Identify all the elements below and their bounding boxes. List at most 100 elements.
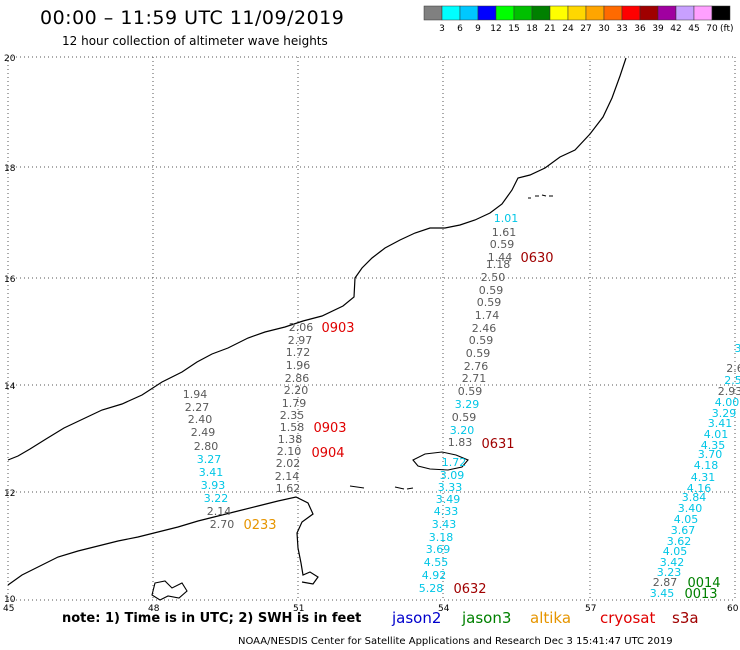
swh-reading: 3.33 bbox=[438, 481, 463, 494]
legend-swatch bbox=[531, 5, 551, 21]
swh-reading: 1.58 bbox=[280, 421, 305, 434]
swh-reading: 4.05 bbox=[674, 513, 699, 526]
swh-reading: 1.01 bbox=[494, 212, 519, 225]
legend-label: 36 bbox=[634, 24, 646, 34]
swh-reading: 1.38 bbox=[278, 433, 303, 446]
pass-time-label: 0630 bbox=[520, 251, 553, 266]
swh-reading: 2.20 bbox=[284, 384, 309, 397]
legend-swatch bbox=[513, 5, 533, 21]
pass-time-label: 0904 bbox=[311, 446, 344, 461]
swh-reading: 1.96 bbox=[286, 359, 311, 372]
swh-reading: 0.59 bbox=[477, 296, 502, 309]
lat-label: 10 bbox=[4, 595, 16, 605]
legend-label: 15 bbox=[508, 24, 519, 34]
legend-unit: (ft) bbox=[720, 24, 734, 34]
swh-reading: 2.02 bbox=[276, 457, 301, 470]
mission-label-cryosat: cryosat bbox=[600, 609, 656, 627]
legend-swatch bbox=[477, 5, 497, 21]
lat-label: 14 bbox=[4, 382, 16, 392]
pass-time-label: 0013 bbox=[684, 587, 717, 602]
lon-label: 54 bbox=[438, 604, 450, 614]
lon-label: 57 bbox=[585, 604, 596, 614]
mission-label-altika: altika bbox=[530, 609, 572, 627]
swh-reading: 4.18 bbox=[694, 459, 719, 472]
socotra-island bbox=[412, 451, 469, 471]
swh-reading: 0.59 bbox=[452, 411, 477, 424]
latitude-labels: 20 18 16 14 12 10 bbox=[4, 54, 16, 605]
legend-label: 70 bbox=[706, 24, 718, 34]
legend-swatch bbox=[675, 5, 695, 21]
swh-reading: 0.59 bbox=[458, 385, 483, 398]
swh-reading: 2.76 bbox=[464, 360, 489, 373]
swh-reading: 2.5 bbox=[724, 374, 740, 387]
lat-label: 12 bbox=[4, 489, 15, 499]
swh-reading: 3.09 bbox=[440, 469, 465, 482]
map-title: 00:00 – 11:59 UTC 11/09/2019 bbox=[40, 7, 345, 29]
swh-reading: 2.50 bbox=[481, 271, 506, 284]
swh-reading: 1.61 bbox=[492, 226, 517, 239]
coastal-feature bbox=[151, 580, 188, 601]
swh-reading: 1.74 bbox=[475, 309, 500, 322]
swh-reading: 2.70 bbox=[210, 518, 235, 531]
swh-reading: 3.41 bbox=[199, 466, 224, 479]
legend-label: 45 bbox=[688, 24, 699, 34]
swh-reading: 3.41 bbox=[708, 417, 733, 430]
swh-reading: 4.31 bbox=[691, 471, 716, 484]
swh-reading: 0.59 bbox=[466, 347, 491, 360]
legend-label: 21 bbox=[544, 24, 555, 34]
legend-label: 18 bbox=[526, 24, 538, 34]
swh-reading: 3.20 bbox=[450, 424, 475, 437]
legend-label: 9 bbox=[475, 24, 481, 34]
footer-credit: NOAA/NESDIS Center for Satellite Applica… bbox=[238, 636, 673, 647]
swh-reading: 2.14 bbox=[275, 470, 300, 483]
longitude-labels: 45 48 51 54 57 60 bbox=[3, 604, 739, 614]
swh-reading: 2.06 bbox=[289, 321, 314, 334]
swh-reading: 4.16 bbox=[687, 482, 712, 495]
swh-reading: 3.93 bbox=[201, 479, 226, 492]
swh-reading: 4.05 bbox=[663, 545, 688, 558]
swh-reading: 2.14 bbox=[207, 505, 232, 518]
swh-reading: 1.18 bbox=[486, 258, 511, 271]
swh-reading: 5.28 bbox=[419, 582, 444, 595]
swh-reading: 2.49 bbox=[191, 426, 216, 439]
swh-reading: 0.59 bbox=[469, 334, 494, 347]
color-scale-legend: 3 6 9 12 15 18 21 24 27 30 33 36 39 42 45 70 (ft) bbox=[423, 5, 734, 34]
legend-swatch bbox=[621, 5, 641, 21]
altimeter-tracks: 1.942.272.402.492.803.273.413.933.222.14… bbox=[183, 212, 740, 602]
track-d: 1.723.093.333.494.333.433.183.694.554.92… bbox=[419, 456, 487, 597]
swh-reading: 1.62 bbox=[276, 482, 301, 495]
swh-reading: 3.27 bbox=[197, 453, 222, 466]
track-e: 32.62.52.934.003.293.414.014.353.704.184… bbox=[650, 342, 740, 602]
legend-swatch bbox=[711, 5, 731, 21]
arabia-coastline bbox=[7, 57, 627, 461]
swh-reading: 3.23 bbox=[657, 566, 682, 579]
swh-reading: 2.46 bbox=[472, 322, 497, 335]
legend-swatch bbox=[549, 5, 569, 21]
swh-reading: 2.27 bbox=[185, 401, 210, 414]
swh-reading: 1.72 bbox=[442, 456, 467, 469]
legend-swatch bbox=[495, 5, 515, 21]
small-islands bbox=[349, 194, 553, 490]
swh-reading: 2.40 bbox=[188, 413, 213, 426]
legend-label: 30 bbox=[598, 24, 610, 34]
swh-reading: 4.00 bbox=[715, 396, 740, 409]
pass-time-label: 0631 bbox=[481, 437, 514, 452]
swh-reading: 3.43 bbox=[432, 518, 457, 531]
legend-label: 33 bbox=[616, 24, 627, 34]
lon-label: 60 bbox=[727, 604, 739, 614]
swh-reading: 0.59 bbox=[490, 238, 515, 251]
swh-reading: 3.49 bbox=[436, 493, 461, 506]
swh-reading: 2.35 bbox=[280, 409, 305, 422]
pass-time-label: 0903 bbox=[313, 421, 346, 436]
swh-reading: 4.55 bbox=[424, 556, 449, 569]
legend-label: 12 bbox=[490, 24, 501, 34]
swh-reading: 3.18 bbox=[429, 531, 454, 544]
swh-reading: 3.70 bbox=[698, 448, 723, 461]
pass-time-label: 0233 bbox=[243, 518, 276, 533]
coastlines bbox=[7, 57, 627, 601]
swh-reading: 1.83 bbox=[448, 436, 473, 449]
legend-swatch bbox=[657, 5, 677, 21]
lat-label: 18 bbox=[4, 164, 16, 174]
swh-reading: 1.94 bbox=[183, 388, 208, 401]
legend-label: 3 bbox=[439, 24, 445, 34]
